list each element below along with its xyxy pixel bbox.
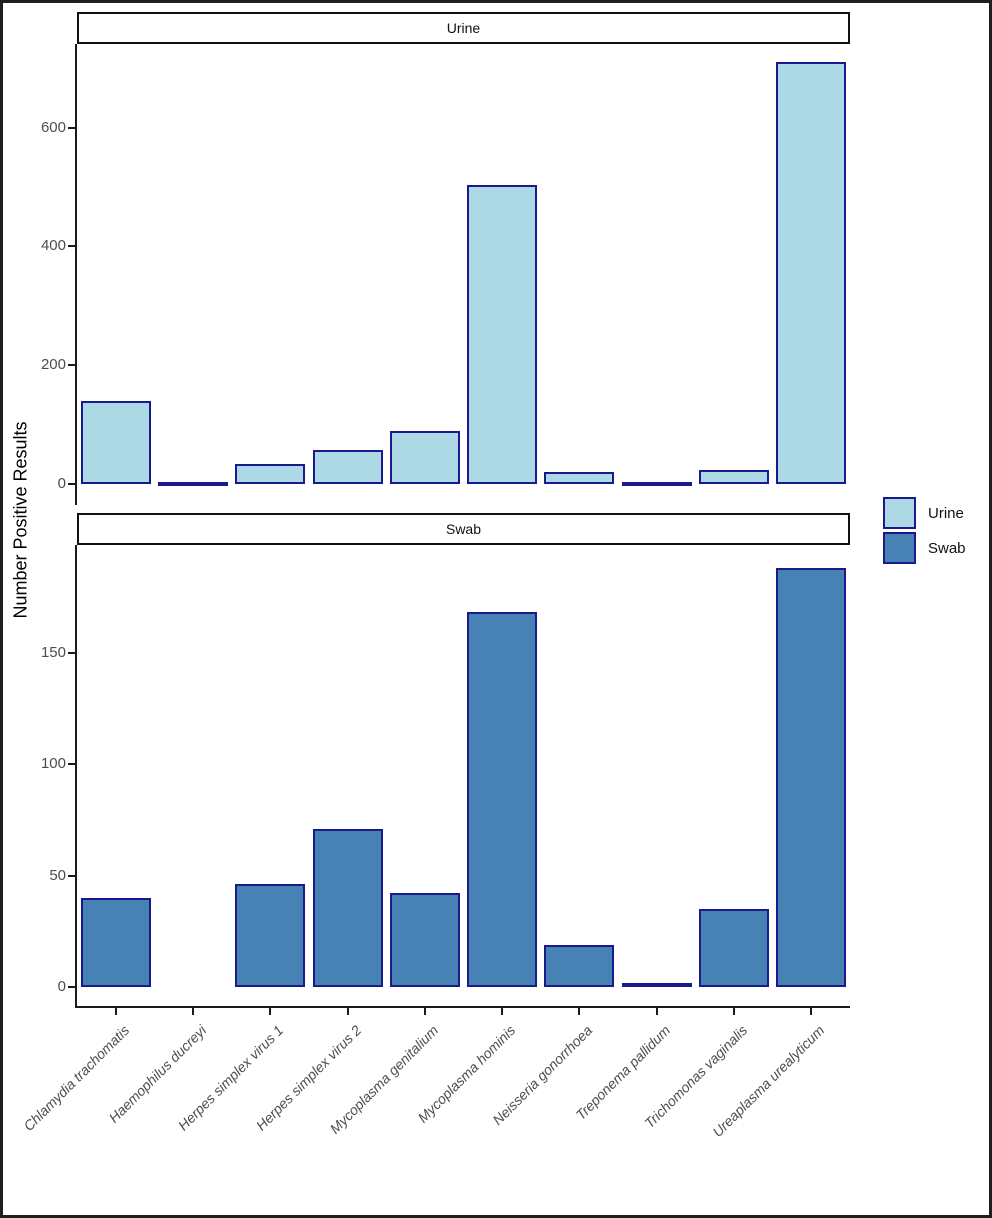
x-tick-trichomonas-vaginalis bbox=[733, 1008, 736, 1015]
urine-bar-chlamydia-trachomatis bbox=[80, 400, 151, 484]
swab-bar-herpes-simplex-virus-2 bbox=[312, 828, 383, 987]
urine-legend-label: Urine bbox=[928, 504, 964, 522]
y-tick-swab-0 bbox=[68, 986, 75, 988]
x-axis-label-haemophilus-ducreyi: Haemophilus ducreyi bbox=[105, 1022, 210, 1126]
y-tick-label-swab-100: 100 bbox=[40, 755, 66, 772]
x-axis-label-ureaplasma-urealyticum: Ureaplasma urealyticum bbox=[709, 1022, 828, 1141]
x-tick-herpes-simplex-virus-2 bbox=[346, 1008, 349, 1015]
facet-strip-swab: Swab bbox=[77, 513, 850, 545]
facet-strip-swab-label: Swab bbox=[445, 521, 482, 537]
x-axis-label-neisseria-gonorrhoea: Neisseria gonorrhoea bbox=[489, 1022, 596, 1128]
x-axis-label-treponema-pallidum: Treponema pallidum bbox=[572, 1022, 674, 1123]
y-tick-swab-100 bbox=[68, 763, 75, 765]
y-tick-urine-400 bbox=[68, 245, 75, 248]
urine-bar-trichomonas-vaginalis bbox=[699, 469, 770, 484]
y-axis-line-urine bbox=[75, 44, 77, 505]
y-tick-label-swab-50: 50 bbox=[49, 866, 66, 884]
y-tick-label-swab-0: 0 bbox=[57, 978, 66, 995]
x-tick-herpes-simplex-virus-1 bbox=[269, 1008, 272, 1015]
x-axis-label-herpes-simplex-virus-1: Herpes simplex virus 1 bbox=[175, 1022, 287, 1134]
y-tick-urine-600 bbox=[68, 126, 75, 129]
urine-legend-swatch bbox=[883, 497, 916, 529]
urine-bar-herpes-simplex-virus-1 bbox=[235, 463, 306, 484]
swab-bar-neisseria-gonorrhoea bbox=[544, 944, 615, 987]
x-axis-label-mycoplasma-genitalium: Mycoplasma genitalium bbox=[326, 1022, 442, 1137]
y-tick-swab-50 bbox=[68, 874, 75, 877]
y-tick-swab-150 bbox=[68, 651, 75, 654]
y-tick-urine-0 bbox=[68, 483, 75, 485]
legend-item-swab: Swab bbox=[883, 532, 966, 564]
swab-bar-mycoplasma-hominis bbox=[467, 612, 538, 987]
urine-bar-treponema-pallidum bbox=[621, 481, 692, 486]
swab-bar-mycoplasma-genitalium bbox=[389, 893, 460, 987]
facet-strip-urine-label: Urine bbox=[446, 20, 481, 36]
swab-bar-trichomonas-vaginalis bbox=[699, 908, 770, 987]
swab-bar-chlamydia-trachomatis bbox=[80, 897, 151, 987]
y-tick-label-urine-600: 600 bbox=[40, 118, 66, 136]
x-axis-label-trichomonas-vaginalis: Trichomonas vaginalis bbox=[641, 1022, 751, 1132]
urine-bar-mycoplasma-genitalium bbox=[389, 430, 460, 484]
y-tick-label-urine-400: 400 bbox=[40, 237, 66, 255]
x-tick-haemophilus-ducreyi bbox=[191, 1008, 194, 1015]
urine-bar-mycoplasma-hominis bbox=[467, 185, 538, 484]
urine-bar-neisseria-gonorrhoea bbox=[544, 471, 615, 484]
x-axis-label-herpes-simplex-virus-2: Herpes simplex virus 2 bbox=[252, 1022, 364, 1134]
facet-strip-urine: Urine bbox=[77, 12, 850, 44]
swab-bar-herpes-simplex-virus-1 bbox=[235, 884, 306, 987]
urine-bar-ureaplasma-urealyticum bbox=[776, 62, 847, 484]
legend: Urine Swab bbox=[883, 497, 966, 564]
x-tick-neisseria-gonorrhoea bbox=[578, 1008, 581, 1015]
y-axis-line-swab bbox=[75, 545, 77, 1008]
x-tick-mycoplasma-genitalium bbox=[423, 1008, 426, 1015]
x-tick-treponema-pallidum bbox=[655, 1008, 658, 1015]
x-axis-line bbox=[75, 1006, 850, 1008]
y-tick-label-swab-150: 150 bbox=[40, 643, 66, 661]
y-tick-label-urine-200: 200 bbox=[40, 356, 66, 374]
y-tick-label-urine-0: 0 bbox=[57, 475, 66, 492]
x-tick-mycoplasma-hominis bbox=[501, 1008, 504, 1015]
swab-legend-swatch bbox=[883, 532, 916, 564]
urine-bar-haemophilus-ducreyi bbox=[157, 481, 228, 486]
x-tick-ureaplasma-urealyticum bbox=[810, 1008, 813, 1015]
y-axis-title: Number Positive Results bbox=[10, 421, 31, 619]
swab-bar-treponema-pallidum bbox=[621, 982, 692, 987]
x-tick-chlamydia-trachomatis bbox=[114, 1008, 117, 1015]
x-axis-label-mycoplasma-hominis: Mycoplasma hominis bbox=[414, 1022, 519, 1126]
swab-bar-ureaplasma-urealyticum bbox=[776, 567, 847, 987]
legend-item-urine: Urine bbox=[883, 497, 966, 529]
y-tick-urine-200 bbox=[68, 364, 75, 367]
urine-bar-herpes-simplex-virus-2 bbox=[312, 450, 383, 484]
swab-legend-label: Swab bbox=[928, 539, 966, 557]
